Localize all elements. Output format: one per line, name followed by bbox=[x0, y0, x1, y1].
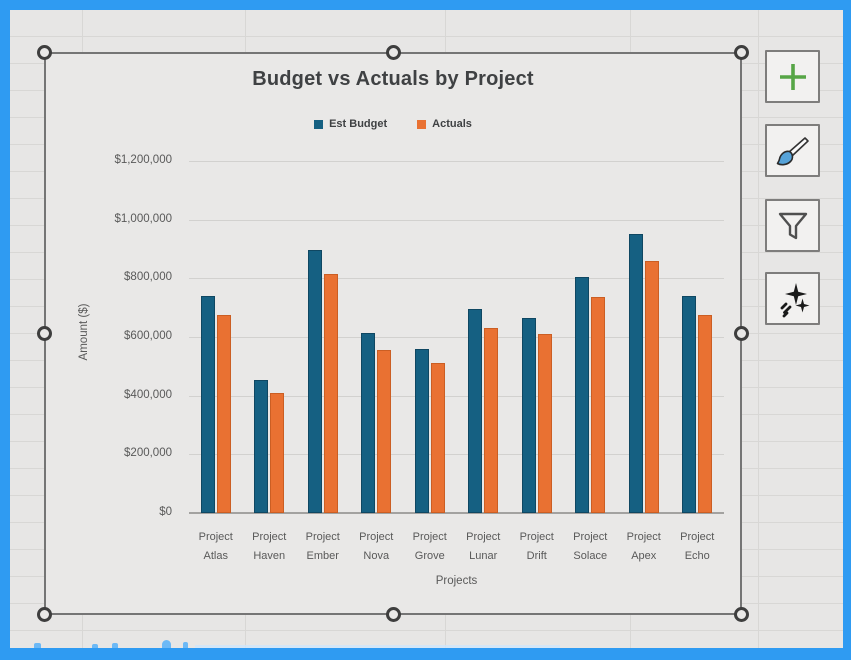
legend-swatch bbox=[417, 119, 427, 129]
selection-handle-middle-left[interactable] bbox=[37, 326, 52, 341]
x-category-label[interactable]: Project Lunar bbox=[466, 531, 501, 563]
x-category-label[interactable]: Project Atlas bbox=[198, 531, 233, 563]
x-category-label[interactable]: Project Nova bbox=[359, 531, 394, 563]
selection-handle-bottom-right[interactable] bbox=[734, 607, 749, 622]
x-category-label[interactable]: Project Echo bbox=[680, 531, 715, 563]
caption-fragment bbox=[34, 643, 41, 649]
x-category-label[interactable]: Project Ember bbox=[305, 531, 340, 563]
paintbrush-icon bbox=[775, 133, 811, 169]
y-axis-title[interactable]: Amount ($) bbox=[78, 303, 90, 361]
bar-actuals[interactable] bbox=[270, 393, 285, 513]
bar-actuals[interactable] bbox=[484, 328, 499, 513]
selection-handle-top-left[interactable] bbox=[37, 45, 52, 60]
frame-bottom-edge bbox=[0, 648, 851, 660]
chart-filters-button[interactable] bbox=[765, 199, 820, 252]
y-tick-label: $0 bbox=[159, 506, 172, 518]
chart-title[interactable]: Budget vs Actuals by Project bbox=[252, 68, 534, 90]
chart-object[interactable]: Budget vs Actuals by Project Est Budget A… bbox=[37, 45, 749, 622]
funnel-icon bbox=[775, 208, 811, 244]
legend-item-actuals[interactable]: Actuals bbox=[417, 118, 472, 130]
chart-styles-button[interactable] bbox=[765, 124, 820, 177]
x-axis-line bbox=[189, 512, 724, 514]
gridline bbox=[189, 395, 724, 397]
selection-handle-bottom-center[interactable] bbox=[386, 607, 401, 622]
y-tick-label: $800,000 bbox=[124, 271, 172, 284]
caption-fragment bbox=[112, 643, 118, 649]
bar-est-budget[interactable] bbox=[361, 333, 376, 513]
sparkles-icon bbox=[774, 280, 812, 318]
x-category-label[interactable]: Project Haven bbox=[252, 531, 287, 563]
bar-est-budget[interactable] bbox=[628, 234, 643, 513]
plot-area[interactable]: $0 $200,000 $400,000 $600,000 $800,000 $1,000… bbox=[46, 54, 740, 613]
caption-fragment bbox=[162, 640, 171, 649]
legend-swatch bbox=[314, 119, 324, 129]
bar-est-budget[interactable] bbox=[307, 250, 322, 513]
x-axis-title[interactable]: Projects bbox=[435, 575, 478, 587]
chart-elements-button[interactable] bbox=[765, 50, 820, 103]
grid-column-line bbox=[758, 10, 759, 648]
gridline bbox=[189, 219, 724, 221]
bar-actuals[interactable] bbox=[430, 363, 445, 513]
y-tick-label: $400,000 bbox=[124, 388, 172, 401]
bar-actuals[interactable] bbox=[537, 334, 552, 513]
caption-fragment bbox=[92, 644, 98, 649]
selection-handle-bottom-left[interactable] bbox=[37, 607, 52, 622]
x-category-label[interactable]: Project Solace bbox=[573, 531, 608, 563]
gridline bbox=[189, 278, 724, 280]
bar-est-budget[interactable] bbox=[254, 380, 269, 513]
bar-actuals[interactable] bbox=[216, 315, 231, 513]
gridline bbox=[189, 337, 724, 338]
caption-fragment bbox=[195, 645, 560, 649]
caption-fragment bbox=[183, 642, 188, 649]
selection-handle-top-center[interactable] bbox=[386, 45, 401, 60]
bar-est-budget[interactable] bbox=[575, 277, 590, 513]
y-tick-label: $1,000,000 bbox=[114, 212, 172, 225]
bar-actuals[interactable] bbox=[323, 274, 338, 513]
bar-est-budget[interactable] bbox=[200, 296, 215, 513]
x-category-label[interactable]: Project Drift bbox=[519, 531, 554, 563]
bar-actuals[interactable] bbox=[644, 261, 659, 513]
y-tick-label: $1,200,000 bbox=[114, 154, 172, 166]
legend-label: Est Budget bbox=[329, 118, 388, 130]
bar-est-budget[interactable] bbox=[682, 296, 697, 513]
selection-handle-top-right[interactable] bbox=[734, 45, 749, 60]
y-tick-label: $600,000 bbox=[124, 330, 172, 342]
bar-actuals[interactable] bbox=[698, 315, 713, 513]
legend-item-est-budget[interactable]: Est Budget bbox=[314, 118, 387, 130]
plus-icon bbox=[776, 60, 810, 94]
bar-actuals[interactable] bbox=[591, 297, 606, 513]
analyze-data-button[interactable] bbox=[765, 272, 820, 325]
bar-est-budget[interactable] bbox=[468, 309, 483, 513]
selection-handle-middle-right[interactable] bbox=[734, 326, 749, 341]
x-category-label[interactable]: Project Grove bbox=[412, 531, 447, 563]
bar-est-budget[interactable] bbox=[414, 349, 429, 513]
legend-label: Actuals bbox=[432, 118, 472, 130]
x-category-label[interactable]: Project Apex bbox=[626, 531, 661, 563]
bar-actuals[interactable] bbox=[377, 350, 392, 513]
chart-legend[interactable]: Est Budget Actuals bbox=[46, 118, 740, 130]
gridline bbox=[189, 454, 724, 456]
bar-est-budget[interactable] bbox=[521, 318, 536, 513]
gridline bbox=[189, 161, 724, 162]
y-tick-label: $200,000 bbox=[124, 447, 172, 460]
